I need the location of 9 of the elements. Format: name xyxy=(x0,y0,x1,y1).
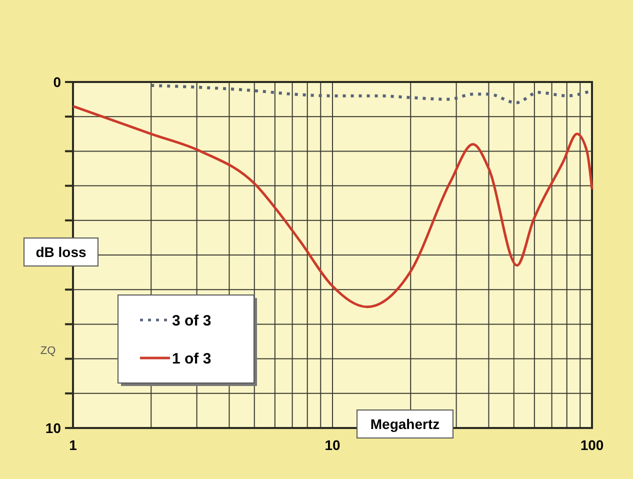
x-tick-label: 100 xyxy=(580,437,604,453)
y-axis-title: dB loss xyxy=(36,244,86,260)
x-tick-label: 10 xyxy=(324,437,340,453)
x-tick-label: 1 xyxy=(69,437,78,453)
text: ZQ xyxy=(40,344,56,357)
y-tick-label: 0 xyxy=(53,74,62,90)
legend-label: 3 of 3 xyxy=(172,312,212,330)
legend-label: 1 of 3 xyxy=(172,350,212,368)
x-axis-title: Megahertz xyxy=(370,416,440,432)
